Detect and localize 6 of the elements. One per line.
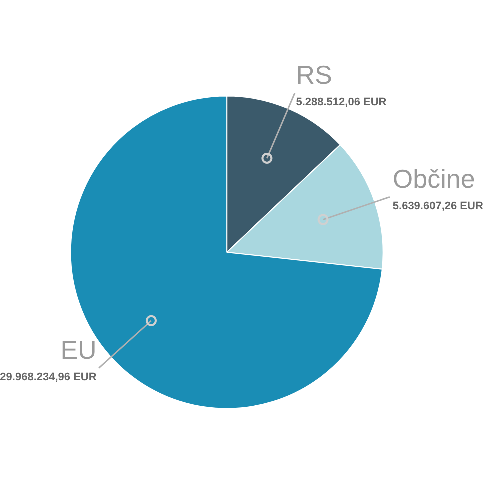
slice-label: RS (296, 60, 332, 90)
slice-label: Občine (392, 164, 476, 194)
data-label: 5.288.512,06 EUR (296, 96, 387, 108)
data-label: 5.639.607,26 EUR (392, 200, 484, 212)
data-label: 29.968.234,96 EUR (0, 371, 97, 384)
slice-label: EU (60, 335, 97, 366)
